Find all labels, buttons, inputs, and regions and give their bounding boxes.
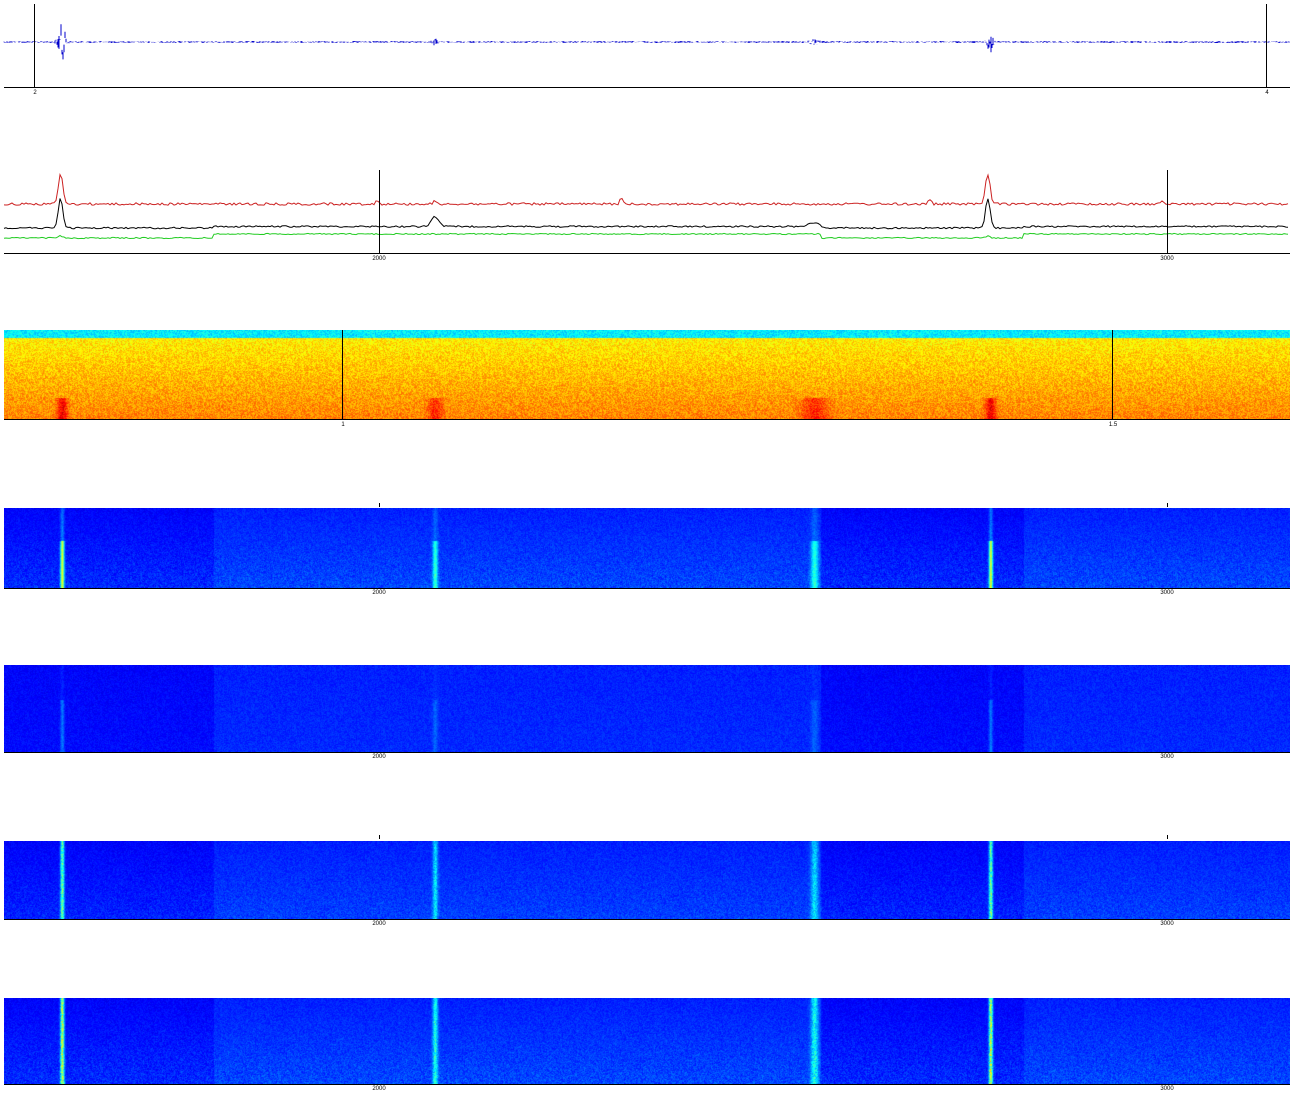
energy-x-axis xyxy=(4,253,1290,254)
feature-map-1-top-tick-2 xyxy=(1167,503,1168,507)
feature-map-3-image xyxy=(4,841,1290,919)
energy-traces-panel: 2000 3000 xyxy=(3,168,1290,263)
feature-map-4-panel: 2000 3000 xyxy=(4,998,1290,1093)
spectrogram-tick-label-1: 1 xyxy=(341,422,345,428)
waveform-plot xyxy=(3,24,1290,60)
energy-tick-label-2: 3000 xyxy=(1160,256,1174,262)
waveform-gridline-1 xyxy=(34,4,35,88)
waveform-tick-label-2: 4 xyxy=(1265,90,1269,96)
feature-map-3-panel: 2000 3000 xyxy=(4,835,1290,930)
energy-tick-label-1: 2000 xyxy=(372,256,386,262)
feature-map-1-tick-label-2: 3000 xyxy=(1160,590,1174,596)
feature-map-4-tick-label-2: 3000 xyxy=(1160,1086,1174,1092)
feature-map-1-image xyxy=(4,508,1290,588)
feature-map-2-image xyxy=(4,665,1290,752)
spectrogram-gridline-2 xyxy=(1112,330,1113,420)
waveform-gridline-2 xyxy=(1266,4,1267,88)
feature-map-1-x-axis xyxy=(4,588,1290,589)
energy-series-1 xyxy=(3,173,1289,206)
feature-map-2-panel: 2000 3000 xyxy=(4,665,1290,763)
feature-map-1-top-tick-1 xyxy=(379,503,380,507)
spectrogram-tick-label-2: 1.5 xyxy=(1108,422,1118,428)
spectrogram-hot-panel: 1 1.5 xyxy=(4,330,1290,430)
feature-map-4-image xyxy=(4,998,1290,1084)
energy-gridline-2 xyxy=(1167,170,1168,254)
energy-traces-plot xyxy=(3,173,1289,240)
spectrogram-x-axis xyxy=(4,419,1290,420)
energy-series-3 xyxy=(3,232,1289,240)
feature-map-3-tick-label-1: 2000 xyxy=(372,921,386,927)
feature-map-4-tick-label-1: 2000 xyxy=(372,1086,386,1092)
feature-map-2-tick-label-2: 3000 xyxy=(1160,754,1174,760)
feature-map-3-top-tick-2 xyxy=(1167,835,1168,839)
feature-map-2-tick-label-1: 2000 xyxy=(372,754,386,760)
feature-map-3-top-tick-1 xyxy=(379,835,380,839)
spectrogram-hot-image xyxy=(4,330,1290,420)
feature-map-3-x-axis xyxy=(4,919,1290,920)
waveform-x-axis xyxy=(4,87,1290,88)
waveform-panel: 2 4 xyxy=(3,4,1290,96)
spectrogram-gridline-1 xyxy=(342,330,343,420)
energy-gridline-1 xyxy=(379,170,380,254)
feature-map-1-panel: 2000 3000 xyxy=(4,503,1290,598)
feature-map-4-x-axis xyxy=(4,1084,1290,1085)
waveform-tick-label-1: 2 xyxy=(33,90,37,96)
energy-series-2 xyxy=(3,198,1289,230)
feature-map-3-tick-label-2: 3000 xyxy=(1160,921,1174,927)
feature-map-1-tick-label-1: 2000 xyxy=(372,590,386,596)
waveform-series xyxy=(3,24,1290,60)
feature-map-2-x-axis xyxy=(4,752,1290,753)
